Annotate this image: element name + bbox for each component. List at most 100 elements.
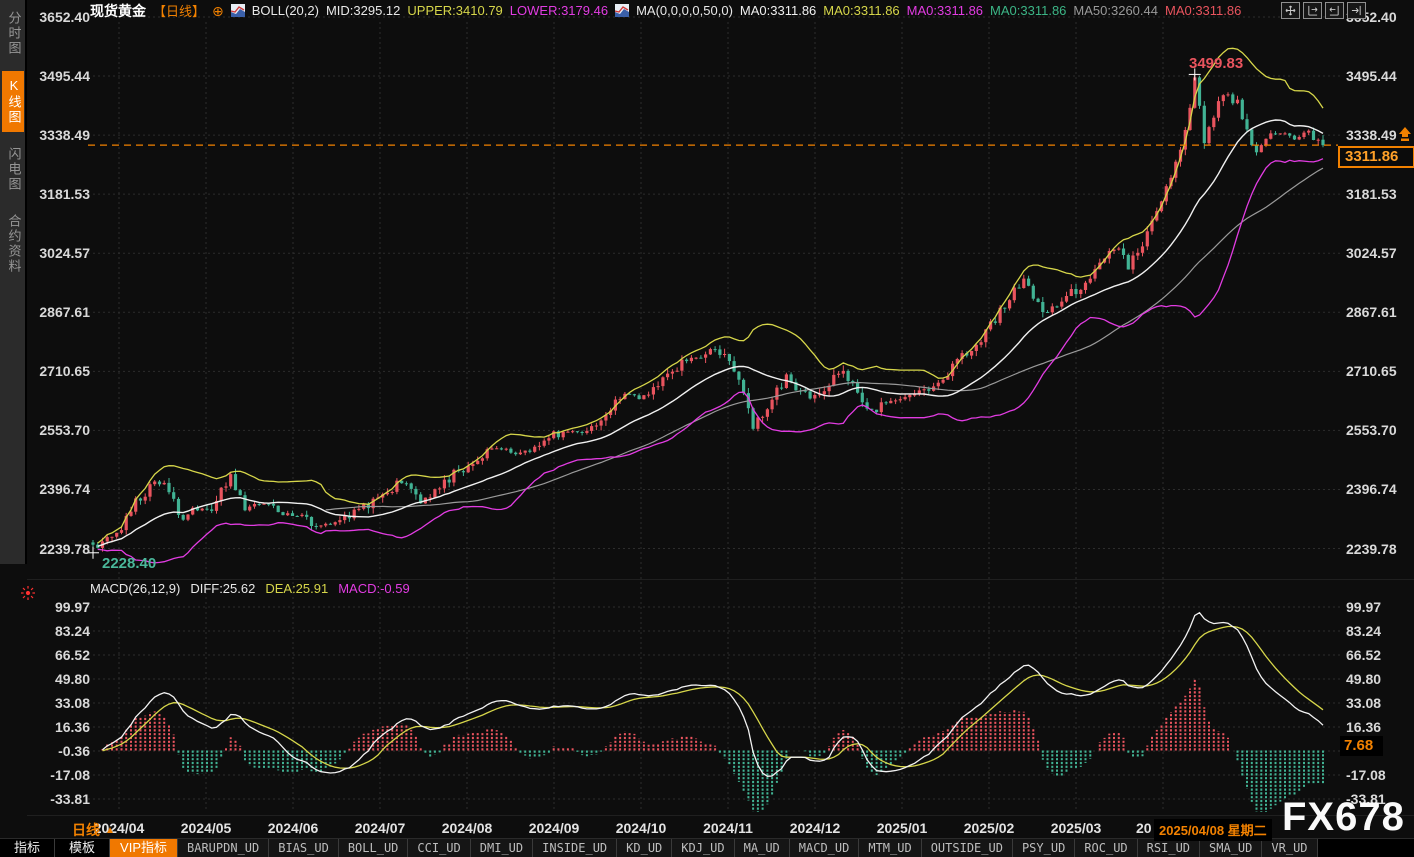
macd-y-axis-label: 83.24 bbox=[54, 623, 90, 639]
main-y-axis-label: 3338.49 bbox=[39, 127, 90, 144]
brand-watermark: FX678 bbox=[1282, 795, 1405, 839]
indicator-alert-icon bbox=[20, 585, 36, 606]
macd-y-axis-label: 99.97 bbox=[54, 599, 90, 615]
main-y-axis-label: 3495.44 bbox=[39, 68, 90, 85]
macd-y-axis-label: -17.08 bbox=[1346, 767, 1386, 783]
indicator-button[interactable]: MA_UD bbox=[734, 839, 790, 857]
macd-y-axis-label: 83.24 bbox=[1346, 623, 1382, 639]
ma-label: MA(0,0,0,0,50,0) bbox=[636, 3, 733, 18]
indicator-button[interactable]: DMI_UD bbox=[470, 839, 534, 857]
price-up-arrow-icon bbox=[1398, 127, 1412, 148]
period-dropdown-arrow-icon: ▲ bbox=[105, 824, 115, 836]
indicator-button[interactable]: VR_UD bbox=[1262, 839, 1318, 857]
indicator-button[interactable]: VIP指标 bbox=[110, 839, 178, 857]
macd-y-axis-label: 66.52 bbox=[1346, 647, 1382, 663]
current-price-box: 3311.86 bbox=[1338, 146, 1414, 168]
main-y-axis-label: 3495.44 bbox=[1346, 68, 1397, 85]
main-y-axis-label: 3181.53 bbox=[39, 186, 90, 203]
ma-indicator-icon[interactable] bbox=[615, 4, 630, 17]
indicator-button[interactable]: ROC_UD bbox=[1075, 839, 1138, 857]
scroll-left-icon[interactable] bbox=[1303, 2, 1322, 19]
indicator-button[interactable]: 模板 bbox=[55, 839, 111, 857]
sidebar-tab[interactable]: K线图 bbox=[1, 71, 24, 132]
main-y-axis-label: 2553.70 bbox=[1346, 422, 1397, 439]
period-label: 日线 bbox=[72, 822, 100, 838]
macd-y-axis-label: 33.08 bbox=[54, 695, 90, 711]
main-y-axis-label: 2710.65 bbox=[39, 363, 90, 380]
ma-legend-value: MA0:3311.86 bbox=[1164, 3, 1242, 18]
x-axis-month-label: 2025/01 bbox=[876, 820, 928, 836]
indicator-button[interactable]: MACD_UD bbox=[789, 839, 860, 857]
macd-y-axis-label: 99.97 bbox=[1346, 599, 1382, 615]
marked-high-label: 3499.83 bbox=[1189, 55, 1244, 72]
ma-legend-value: MA0:3311.86 bbox=[990, 3, 1067, 18]
boll-label: BOLL(20,2) bbox=[251, 3, 319, 18]
ma-legend-value: MA50:3260.44 bbox=[1073, 3, 1158, 18]
x-axis-month-label: 2025/03 bbox=[1050, 820, 1102, 836]
macd-y-axis-left: 99.97 83.24 66.52 49.80 33.08 16.36 -0.36 -17.0… bbox=[24, 0, 90, 857]
x-axis-partial-label: 20 bbox=[1136, 820, 1152, 836]
main-y-axis-label: 2710.65 bbox=[1346, 363, 1397, 380]
period-selector[interactable]: 日线 ▲ bbox=[72, 820, 115, 840]
indicator-button[interactable]: PSY_UD bbox=[1012, 839, 1076, 857]
add-indicator-icon[interactable]: ⊕ bbox=[212, 2, 224, 19]
x-axis-month-label: 2024/10 bbox=[615, 820, 667, 836]
x-axis-month-label: 2024/05 bbox=[180, 820, 232, 836]
crosshair-pan-icon[interactable] bbox=[1281, 2, 1300, 19]
indicator-button[interactable]: MTM_UD bbox=[859, 839, 922, 857]
main-y-axis-label: 2553.70 bbox=[39, 422, 90, 439]
macd-y-axis-label: 66.52 bbox=[54, 647, 90, 663]
main-y-axis-label: 3338.49 bbox=[1346, 127, 1397, 144]
indicator-button[interactable]: RSI_UD bbox=[1137, 839, 1201, 857]
boll-mid-value: MID:3295.12 bbox=[325, 3, 401, 18]
macd-y-axis-label: 33.08 bbox=[1346, 695, 1382, 711]
indicator-button[interactable]: SMA_UD bbox=[1200, 839, 1263, 857]
macd-y-axis-label: 16.36 bbox=[1346, 719, 1382, 735]
macd-y-axis-label: -33.81 bbox=[1346, 791, 1386, 807]
main-y-axis-label: 3652.40 bbox=[39, 9, 90, 25]
symbol-title: 现货黄金 bbox=[90, 2, 146, 19]
macd-name: MACD(26,12,9) bbox=[90, 581, 181, 596]
main-y-axis-label: 3181.53 bbox=[1346, 186, 1397, 203]
sidebar-tab[interactable]: 合约资料 bbox=[6, 214, 22, 274]
x-axis: 2024/04 2024/05 2024/06 2024/07 2024/08 2024/… bbox=[0, 820, 1414, 838]
main-y-axis-label: 3024.57 bbox=[39, 245, 90, 262]
x-axis-month-label: 2024/06 bbox=[267, 820, 319, 836]
scroll-right-icon[interactable] bbox=[1325, 2, 1344, 19]
indicator-toolbar: 指标 模板 VIP指标 BARUPDN_UD BIAS_UD BOLL_UD CCI_UD D… bbox=[0, 838, 1414, 857]
chart-legend: 现货黄金 【日线】 ⊕ BOLL(20,2) MID:3295.12 UPPER… bbox=[90, 1, 1241, 20]
indicator-button[interactable]: BIAS_UD bbox=[269, 839, 339, 857]
macd-y-axis-label: 16.36 bbox=[54, 719, 90, 735]
sidebar-tab[interactable]: 分时图 bbox=[6, 11, 22, 56]
indicator-button[interactable]: 指标 bbox=[0, 839, 56, 857]
indicator-button[interactable]: OUTSIDE_UD bbox=[921, 839, 1013, 857]
x-axis-month-label: 2024/08 bbox=[441, 820, 493, 836]
axis-divider bbox=[27, 815, 1414, 816]
chart-toolbar-icons bbox=[1281, 2, 1366, 19]
date-tooltip: 2025/04/08 星期二 bbox=[1154, 819, 1272, 841]
indicator-button[interactable]: CCI_UD bbox=[408, 839, 471, 857]
indicator-button[interactable]: BARUPDN_UD bbox=[178, 839, 270, 857]
indicator-button[interactable]: KDJ_UD bbox=[672, 839, 735, 857]
indicator-button[interactable]: BOLL_UD bbox=[338, 839, 409, 857]
left-sidebar: 分时图 K线图闪电图合约资料 bbox=[0, 0, 27, 564]
ma-legend-value: MA0:3311.86 bbox=[739, 3, 817, 18]
indicator-button[interactable]: KD_UD bbox=[617, 839, 673, 857]
macd-legend: MACD(26,12,9) DIFF:25.62 DEA:25.91 MACD:… bbox=[90, 581, 410, 596]
panel-divider bbox=[27, 579, 1414, 580]
main-y-axis-label: 2867.61 bbox=[39, 304, 90, 321]
macd-y-axis-label: 49.80 bbox=[54, 671, 90, 687]
boll-indicator-icon[interactable] bbox=[230, 4, 245, 17]
x-axis-month-label: 2025/02 bbox=[963, 820, 1015, 836]
macd-y-axis-label: -0.36 bbox=[58, 743, 90, 759]
boll-lower-value: LOWER:3179.46 bbox=[509, 3, 609, 18]
x-axis-month-label: 2024/04 bbox=[93, 820, 145, 836]
ma-legend-value: MA0:3311.86 bbox=[823, 3, 900, 18]
sidebar-tab[interactable]: 闪电图 bbox=[6, 147, 22, 192]
go-latest-icon[interactable] bbox=[1347, 2, 1366, 19]
indicator-button[interactable]: INSIDE_UD bbox=[533, 839, 618, 857]
main-y-axis-label: 2396.74 bbox=[1346, 481, 1397, 498]
x-axis-month-label: 2024/09 bbox=[528, 820, 580, 836]
